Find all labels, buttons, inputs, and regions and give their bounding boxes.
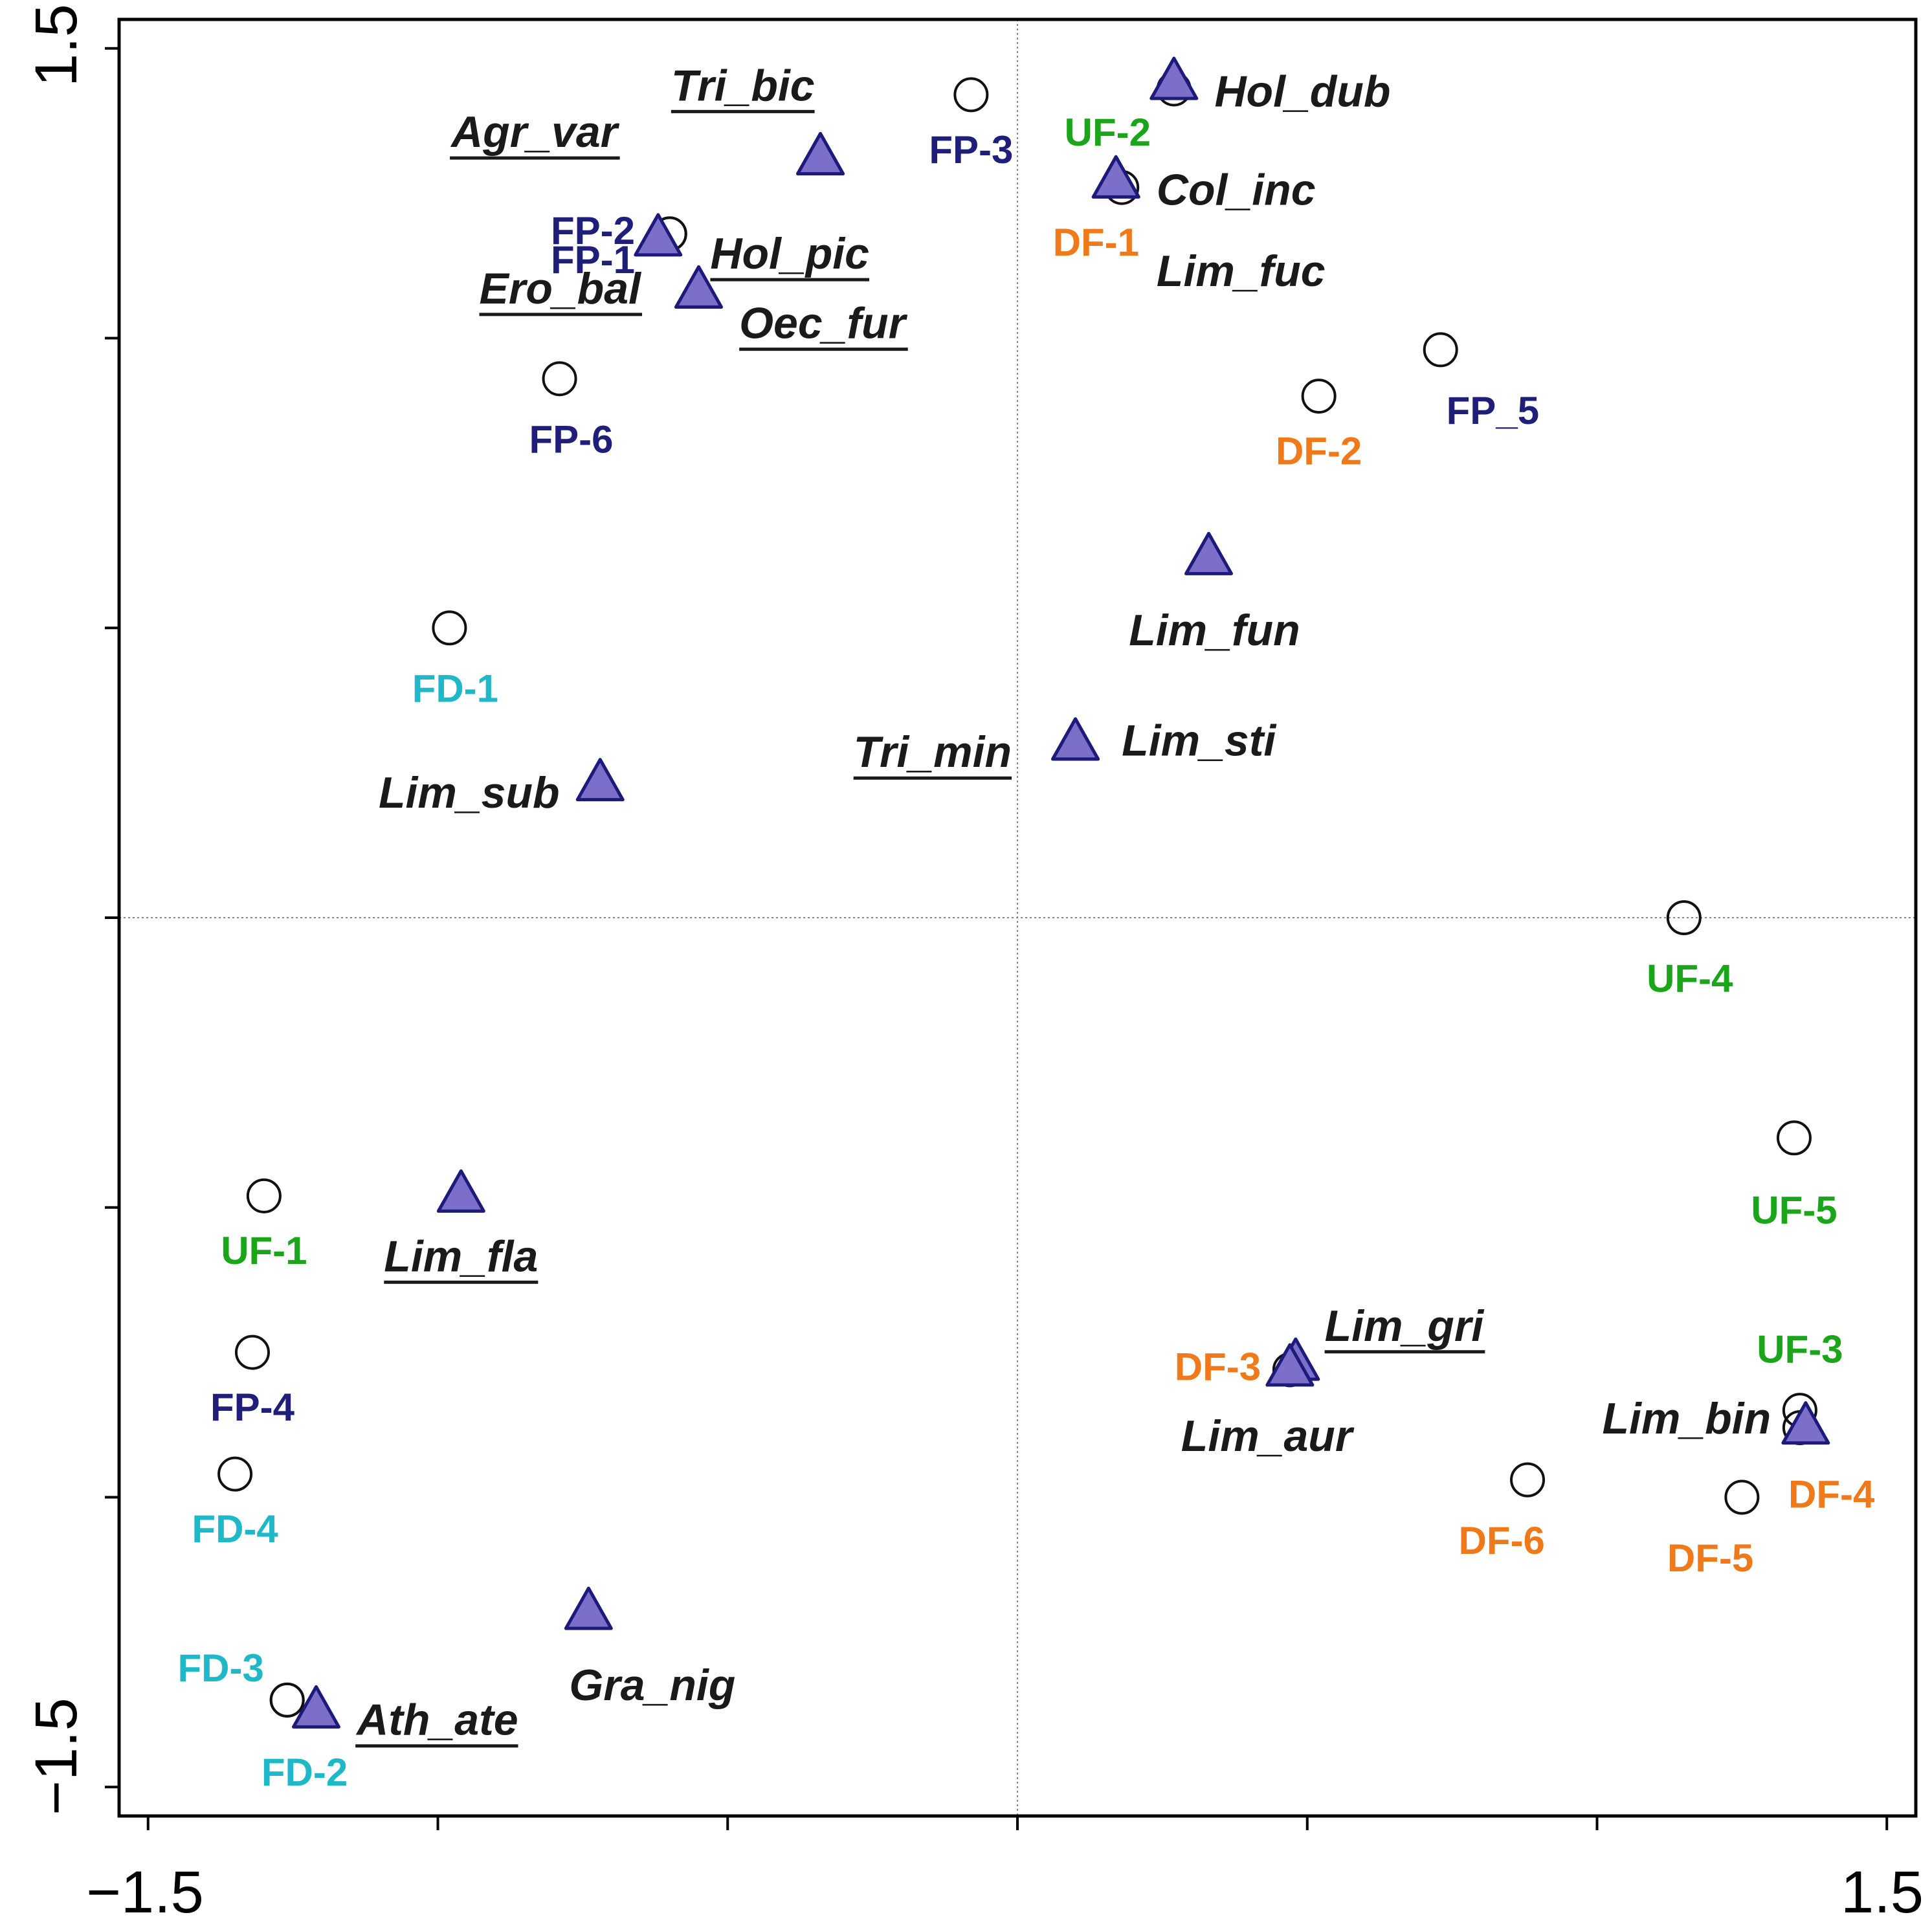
site-label: FP-3 (929, 128, 1013, 172)
site-label: FP-6 (529, 418, 613, 461)
species-point (796, 131, 845, 175)
site-label: FP-2 (551, 209, 635, 252)
site-label: UF-5 (1751, 1189, 1837, 1232)
site-label: FP-1 (551, 238, 635, 282)
site-label: FP_5 (1447, 389, 1539, 432)
site-label: UF-3 (1757, 1327, 1843, 1371)
species-point (1091, 155, 1140, 199)
site-point (234, 1334, 270, 1370)
species-point (1265, 1343, 1315, 1387)
y-tick-label-min: −1.5 (23, 1698, 89, 1815)
y-tick-label-max: 1.5 (23, 4, 89, 87)
species-label: Hol_pic (710, 229, 869, 278)
species-label: Lim_fuc (1157, 247, 1326, 296)
site-point (432, 610, 467, 646)
site-label: DF-3 (1175, 1345, 1261, 1388)
site-point (217, 1456, 253, 1492)
species-label: Lim_fun (1129, 606, 1300, 655)
site-points (217, 71, 1817, 1718)
species-label: Col_inc (1157, 166, 1316, 215)
point-labels: FP-1FP-2 FP-3 FP-4 FP_5 FP-6 FD-1 FD-2 FD-3 FD-4… (178, 61, 1875, 1794)
species-point (291, 1685, 340, 1729)
site-point (542, 361, 577, 397)
species-label: Lim_bin (1602, 1394, 1771, 1443)
site-point (1666, 900, 1702, 935)
species-label: Ero_bal (480, 264, 643, 313)
site-point (246, 1178, 282, 1213)
x-tick-label-max: 1.5 (1841, 1859, 1924, 1925)
site-point (1724, 1479, 1760, 1515)
site-label: FD-1 (412, 667, 498, 711)
species-label: Lim_sti (1122, 716, 1277, 765)
site-point (953, 77, 989, 113)
species-point (1781, 1401, 1830, 1445)
species-point (564, 1586, 613, 1630)
site-label: DF-2 (1276, 429, 1362, 472)
species-point (634, 213, 683, 257)
species-label: Tri_bic (671, 61, 815, 110)
species-label: Hol_dub (1214, 67, 1390, 116)
species-label: Lim_sub (379, 768, 560, 817)
site-label: FD-3 (178, 1646, 264, 1690)
site-label: UF-2 (1065, 111, 1151, 154)
species-point (674, 265, 723, 309)
species-point (1051, 717, 1100, 761)
species-label: Tri_min (854, 727, 1012, 777)
species-label: Oec_fur (739, 299, 908, 348)
site-point (1423, 332, 1458, 368)
species-label: Agr_var (450, 107, 620, 157)
site-label: DF-6 (1459, 1519, 1545, 1562)
site-point (1301, 379, 1337, 414)
species-label: Gra_nig (569, 1661, 735, 1710)
reference-lines (119, 19, 1916, 1816)
species-point (1149, 56, 1199, 100)
site-label: FD-4 (192, 1507, 278, 1551)
site-point (269, 1682, 305, 1718)
site-label: DF-1 (1053, 221, 1139, 264)
species-point (436, 1169, 485, 1213)
site-point (1510, 1462, 1546, 1498)
species-label: Ath_ate (355, 1696, 518, 1745)
site-label: FP-4 (210, 1386, 295, 1429)
site-point (1776, 1120, 1812, 1156)
species-point (575, 758, 625, 802)
site-label: DF-5 (1667, 1536, 1753, 1580)
site-label: FD-2 (261, 1751, 348, 1794)
species-label: Lim_aur (1181, 1411, 1355, 1461)
species-points (291, 56, 1830, 1729)
species-label: Lim_fla (384, 1232, 538, 1281)
species-label: Lim_gri (1325, 1301, 1485, 1351)
x-tick-label-min: −1.5 (86, 1859, 204, 1925)
site-label: UF-4 (1647, 957, 1733, 1000)
site-label: DF-4 (1788, 1472, 1875, 1516)
axis-ticks (105, 47, 1889, 1830)
site-label: UF-1 (221, 1229, 307, 1272)
species-point (1184, 531, 1234, 575)
